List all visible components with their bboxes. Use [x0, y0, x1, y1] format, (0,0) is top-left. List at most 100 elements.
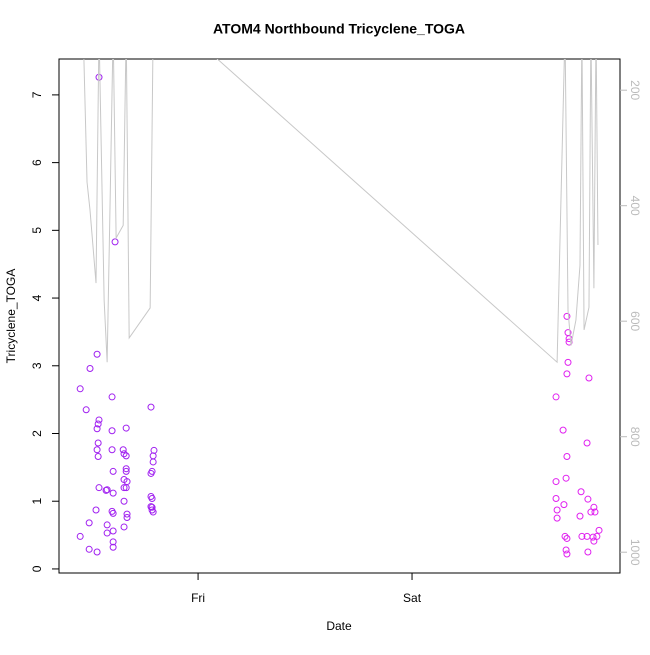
scatter-point [109, 527, 117, 535]
scatter-point [95, 416, 103, 424]
y2-tick-label: 800 [628, 427, 642, 447]
y2-tick-label: 400 [628, 196, 642, 216]
scatter-point [93, 425, 101, 433]
scatter-point [587, 508, 595, 516]
scatter-point [590, 537, 598, 545]
scatter-point [122, 452, 130, 460]
y-tick-label: 6 [30, 159, 44, 166]
y-axis-label: Tricyclene_TOGA [4, 269, 18, 364]
scatter-point [122, 467, 130, 475]
scatter-point [95, 73, 103, 81]
scatter-point [108, 446, 116, 454]
scatter-point [563, 312, 571, 320]
scatter-point [82, 406, 90, 414]
scatter-point [595, 526, 603, 534]
scatter-point [103, 529, 111, 537]
scatter-point [559, 426, 567, 434]
scatter-point [103, 521, 111, 529]
y-tick-label: 3 [30, 362, 44, 369]
chart-title: ATOM4 Northbound Tricyclene_TOGA [213, 21, 465, 37]
y-tick-label: 5 [30, 227, 44, 234]
scatter-point [95, 484, 103, 492]
scatter-point [589, 533, 597, 541]
scatter-point [564, 358, 572, 366]
scatter-point [553, 506, 561, 514]
scatter-point [123, 513, 131, 521]
scatter-point [563, 370, 571, 378]
y-tick-label: 7 [30, 91, 44, 98]
scatter-point [148, 503, 156, 511]
scatter-point [584, 495, 592, 503]
scatter-point [148, 495, 156, 503]
scatter-point [560, 501, 568, 509]
scatter-point [103, 486, 111, 494]
scatter-point [109, 538, 117, 546]
scatter-point [120, 450, 128, 458]
x-tick-label: Sat [403, 591, 422, 605]
scatter-point [108, 427, 116, 435]
scatter-point [552, 393, 560, 401]
scatter-point [108, 393, 116, 401]
scatter-point [111, 238, 119, 246]
scatter-point [93, 446, 101, 454]
scatter-point [585, 374, 593, 382]
scatter-point [584, 548, 592, 556]
scatter-point [120, 497, 128, 505]
scatter-point [120, 484, 128, 492]
scatter-point [122, 424, 130, 432]
scatter-point [149, 458, 157, 466]
y-tick-label: 0 [30, 565, 44, 572]
scatter-point [583, 439, 591, 447]
scatter-point [147, 403, 155, 411]
plot-frame [58, 58, 621, 574]
scatter-point [577, 488, 585, 496]
scatter-point [109, 543, 117, 551]
scatter-point [591, 508, 599, 516]
scatter-point [122, 465, 130, 473]
x-axis-label: Date [326, 619, 352, 633]
scatter-point [120, 523, 128, 531]
scatter-point [123, 510, 131, 518]
scatter-point [563, 453, 571, 461]
scatter-point [562, 546, 570, 554]
scatter-point [119, 446, 127, 454]
y2-tick-label: 200 [628, 80, 642, 100]
scatter-point [552, 478, 560, 486]
y-tick-label: 2 [30, 430, 44, 437]
scatter-point [86, 364, 94, 372]
x-tick-label: Fri [191, 591, 205, 605]
scatter-point [109, 509, 117, 517]
scatter-point [76, 532, 84, 540]
scatter-point [76, 385, 84, 393]
y2-tick-label: 600 [628, 311, 642, 331]
scatter-point [109, 489, 117, 497]
y-tick-label: 1 [30, 498, 44, 505]
scatter-point [578, 532, 586, 540]
scatter-point [552, 495, 560, 503]
scatter-point [576, 512, 584, 520]
scatter-point [85, 545, 93, 553]
scatter-point [94, 420, 102, 428]
y-tick-label: 4 [30, 294, 44, 301]
scatter-point [149, 508, 157, 516]
scatter-point [563, 534, 571, 542]
scatter-point [553, 514, 561, 522]
y2-tick-label: 1000 [628, 539, 642, 566]
scatter-point [94, 439, 102, 447]
scatter-point [102, 486, 110, 494]
scatter-point [562, 474, 570, 482]
scatter-point [93, 350, 101, 358]
scatter-point [85, 519, 93, 527]
scatter-point [561, 532, 569, 540]
scatter-point [92, 506, 100, 514]
scatter-point [563, 550, 571, 558]
scatter-point [94, 453, 102, 461]
scatter-point [93, 548, 101, 556]
scatter-point [109, 467, 117, 475]
line-series [83, 59, 599, 364]
scatter-point [147, 469, 155, 477]
scatter-point [123, 478, 131, 486]
